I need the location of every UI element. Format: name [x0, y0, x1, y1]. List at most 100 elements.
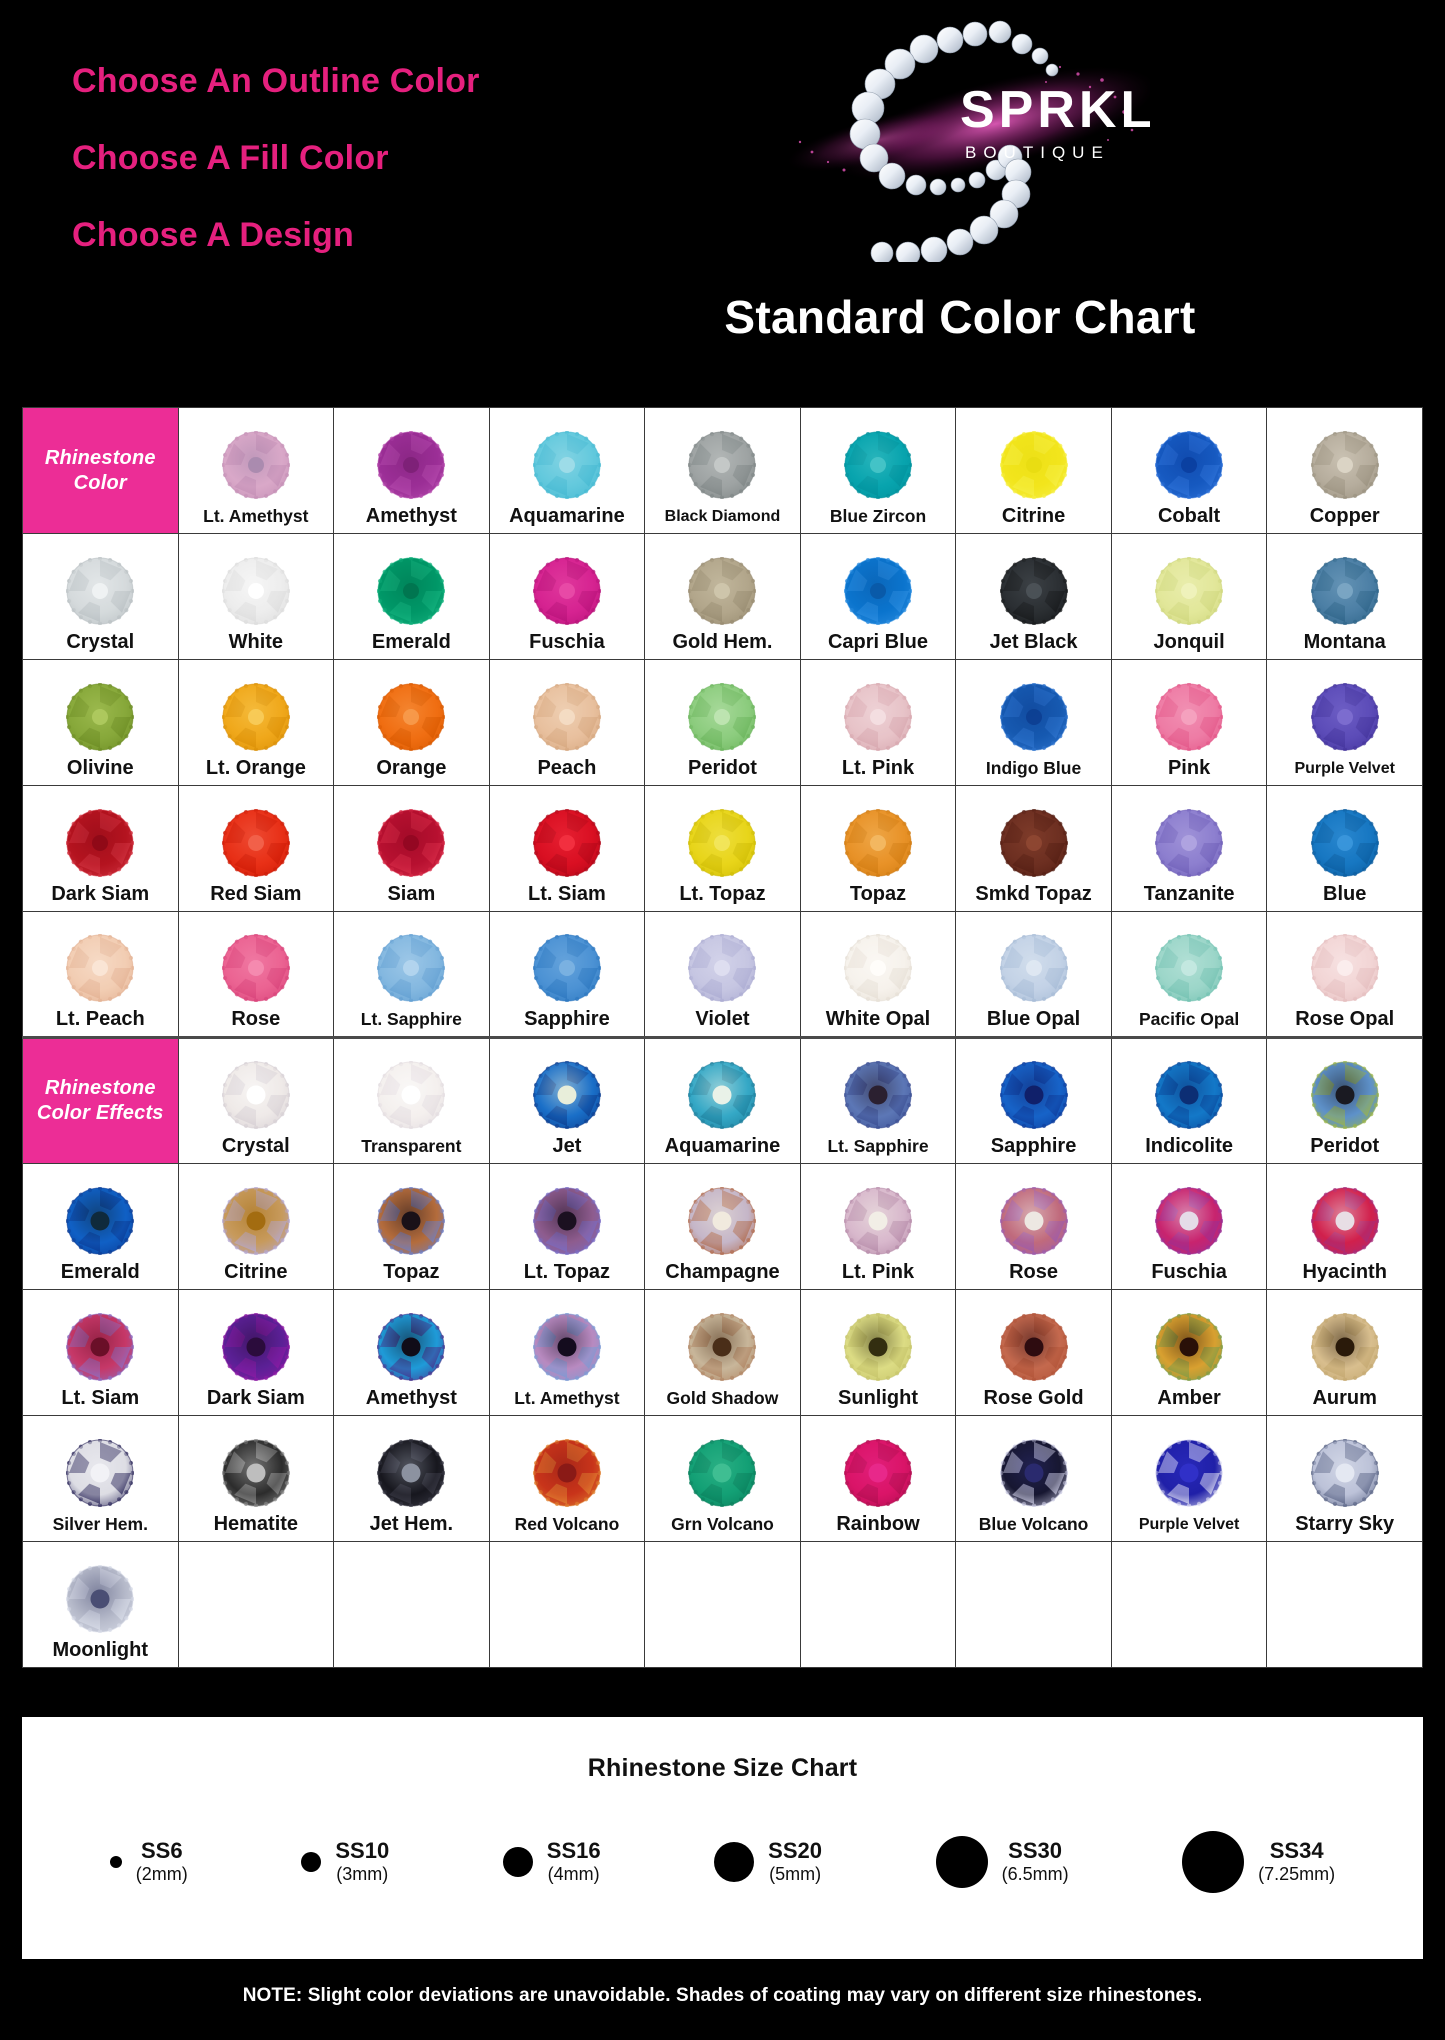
- color-swatch-label: Rose Opal: [1295, 1008, 1395, 1030]
- color-swatch-cell[interactable]: Lt. Peach: [22, 911, 179, 1038]
- color-swatch-cell[interactable]: Fuschia: [1110, 1163, 1268, 1290]
- color-swatch-cell[interactable]: Lt. Siam: [488, 785, 646, 912]
- color-swatch-cell[interactable]: Sunlight: [799, 1289, 957, 1416]
- color-swatch-label: Lt. Siam: [61, 1387, 140, 1409]
- color-swatch-cell[interactable]: Blue: [1266, 785, 1423, 912]
- color-swatch-cell[interactable]: Blue Opal: [955, 911, 1112, 1038]
- color-swatch-cell[interactable]: Indigo Blue: [955, 659, 1112, 786]
- color-swatch-cell[interactable]: Rainbow: [799, 1415, 957, 1542]
- color-swatch-cell[interactable]: White Opal: [799, 911, 957, 1038]
- size-dot-icon: [502, 1847, 533, 1877]
- color-swatch-cell[interactable]: Hematite: [177, 1415, 335, 1542]
- color-swatch-cell[interactable]: Lt. Sapphire: [799, 1036, 957, 1164]
- color-swatch-cell[interactable]: Dark Siam: [22, 785, 179, 912]
- color-swatch-label: Pacific Opal: [1139, 1009, 1240, 1029]
- color-swatch-cell[interactable]: Crystal: [22, 533, 179, 660]
- color-swatch-cell[interactable]: Aquamarine: [488, 407, 646, 534]
- color-swatch-cell[interactable]: Aquamarine: [644, 1036, 801, 1164]
- color-swatch-cell[interactable]: Siam: [333, 785, 490, 912]
- color-swatch-cell[interactable]: Champagne: [644, 1163, 801, 1290]
- color-swatch-cell[interactable]: Amethyst: [333, 1289, 490, 1416]
- color-swatch-cell[interactable]: Pacific Opal: [1110, 911, 1268, 1038]
- color-swatch-label: Indicolite: [1145, 1135, 1233, 1157]
- color-swatch-label: Peridot: [688, 757, 757, 779]
- color-swatch-cell[interactable]: Rose: [955, 1163, 1112, 1290]
- color-swatch-cell[interactable]: Violet: [644, 911, 801, 1038]
- color-swatch-cell[interactable]: Topaz: [799, 785, 957, 912]
- color-swatch-cell[interactable]: Crystal: [177, 1036, 335, 1164]
- color-swatch-cell[interactable]: Lt. Amethyst: [177, 407, 335, 534]
- color-swatch-cell[interactable]: Jet Hem.: [333, 1415, 490, 1542]
- color-swatch-cell[interactable]: Sapphire: [488, 911, 646, 1038]
- color-swatch-cell[interactable]: Citrine: [177, 1163, 335, 1290]
- color-swatch-cell[interactable]: Purple Velvet: [1266, 659, 1423, 786]
- color-swatch-cell[interactable]: Emerald: [333, 533, 490, 660]
- color-swatch-cell[interactable]: Fuschia: [488, 533, 646, 660]
- color-swatch-cell[interactable]: Peridot: [644, 659, 801, 786]
- color-swatch-cell[interactable]: Capri Blue: [799, 533, 957, 660]
- color-table-row: Rhinestone Color Lt. Amethyst: [22, 407, 1423, 534]
- color-swatch-cell[interactable]: Sapphire: [955, 1036, 1112, 1164]
- rhinestone-icon: [377, 431, 446, 499]
- color-swatch-cell[interactable]: Lt. Pink: [799, 659, 957, 786]
- color-swatch-cell[interactable]: Indicolite: [1110, 1036, 1268, 1164]
- color-swatch-cell[interactable]: Moonlight: [22, 1541, 179, 1668]
- color-swatch-cell[interactable]: Gold Shadow: [644, 1289, 801, 1416]
- color-swatch-cell[interactable]: Rose Opal: [1266, 911, 1423, 1038]
- size-item: SS34 (7.25mm): [1182, 1831, 1335, 1893]
- color-swatch-cell[interactable]: Olivine: [22, 659, 179, 786]
- color-swatch-cell[interactable]: Peach: [488, 659, 646, 786]
- color-swatch-cell[interactable]: Lt. Sapphire: [333, 911, 490, 1038]
- color-swatch-cell[interactable]: Montana: [1266, 533, 1423, 660]
- rhinestone-icon: [377, 1187, 446, 1255]
- color-swatch-cell[interactable]: Citrine: [955, 407, 1112, 534]
- size-name: SS20: [768, 1838, 822, 1863]
- color-swatch-cell[interactable]: Smkd Topaz: [955, 785, 1112, 912]
- color-swatch-cell[interactable]: Copper: [1266, 407, 1423, 534]
- color-swatch-cell[interactable]: Grn Volcano: [644, 1415, 801, 1542]
- color-swatch-cell[interactable]: Amethyst: [333, 407, 490, 534]
- rhinestone-icon: [1310, 809, 1379, 877]
- color-swatch-label: Citrine: [1001, 505, 1066, 527]
- rhinestone-icon: [377, 1439, 446, 1507]
- color-swatch-cell[interactable]: Jonquil: [1110, 533, 1268, 660]
- color-swatch-cell[interactable]: Pink: [1110, 659, 1268, 786]
- color-swatch-cell[interactable]: Starry Sky: [1266, 1415, 1423, 1542]
- color-swatch-cell[interactable]: Peridot: [1266, 1036, 1423, 1164]
- color-swatch-cell[interactable]: Black Diamond: [644, 407, 801, 534]
- color-swatch-cell[interactable]: Lt. Siam: [22, 1289, 179, 1416]
- color-swatch-cell[interactable]: Lt. Pink: [799, 1163, 957, 1290]
- color-swatch-cell[interactable]: Rose: [177, 911, 335, 1038]
- color-swatch-cell[interactable]: Aurum: [1266, 1289, 1423, 1416]
- color-swatch-cell[interactable]: Jet: [488, 1036, 646, 1164]
- color-swatch-cell[interactable]: Red Volcano: [488, 1415, 646, 1542]
- color-swatch-cell[interactable]: Lt. Topaz: [644, 785, 801, 912]
- color-swatch-cell[interactable]: Hyacinth: [1266, 1163, 1423, 1290]
- color-swatch-cell[interactable]: Lt. Orange: [177, 659, 335, 786]
- color-swatch-cell[interactable]: Dark Siam: [177, 1289, 335, 1416]
- color-swatch-cell[interactable]: Blue Volcano: [955, 1415, 1112, 1542]
- color-swatch-cell[interactable]: Transparent: [333, 1036, 490, 1164]
- color-swatch-label: Black Diamond: [664, 508, 781, 525]
- color-swatch-cell[interactable]: Gold Hem.: [644, 533, 801, 660]
- rhinestone-icon: [999, 683, 1068, 751]
- color-swatch-cell[interactable]: Emerald: [22, 1163, 179, 1290]
- color-swatch-cell[interactable]: Tanzanite: [1110, 785, 1268, 912]
- color-swatch-label: Siam: [387, 883, 436, 905]
- color-swatch-cell[interactable]: Jet Black: [955, 533, 1112, 660]
- rhinestone-icon: [66, 809, 135, 877]
- color-swatch-cell[interactable]: Amber: [1110, 1289, 1268, 1416]
- rhinestone-icon: [1310, 557, 1379, 625]
- color-swatch-cell[interactable]: Orange: [333, 659, 490, 786]
- color-swatch-cell[interactable]: Topaz: [333, 1163, 490, 1290]
- color-swatch-cell[interactable]: Purple Velvet: [1110, 1415, 1268, 1542]
- color-swatch-cell[interactable]: Rose Gold: [955, 1289, 1112, 1416]
- color-swatch-cell[interactable]: Cobalt: [1110, 407, 1268, 534]
- color-swatch-label: Moonlight: [52, 1639, 149, 1661]
- color-swatch-cell[interactable]: Silver Hem.: [22, 1415, 179, 1542]
- color-swatch-cell[interactable]: Lt. Amethyst: [488, 1289, 646, 1416]
- color-swatch-cell[interactable]: White: [177, 533, 335, 660]
- color-swatch-cell[interactable]: Red Siam: [177, 785, 335, 912]
- color-swatch-cell[interactable]: Blue Zircon: [799, 407, 957, 534]
- color-swatch-cell[interactable]: Lt. Topaz: [488, 1163, 646, 1290]
